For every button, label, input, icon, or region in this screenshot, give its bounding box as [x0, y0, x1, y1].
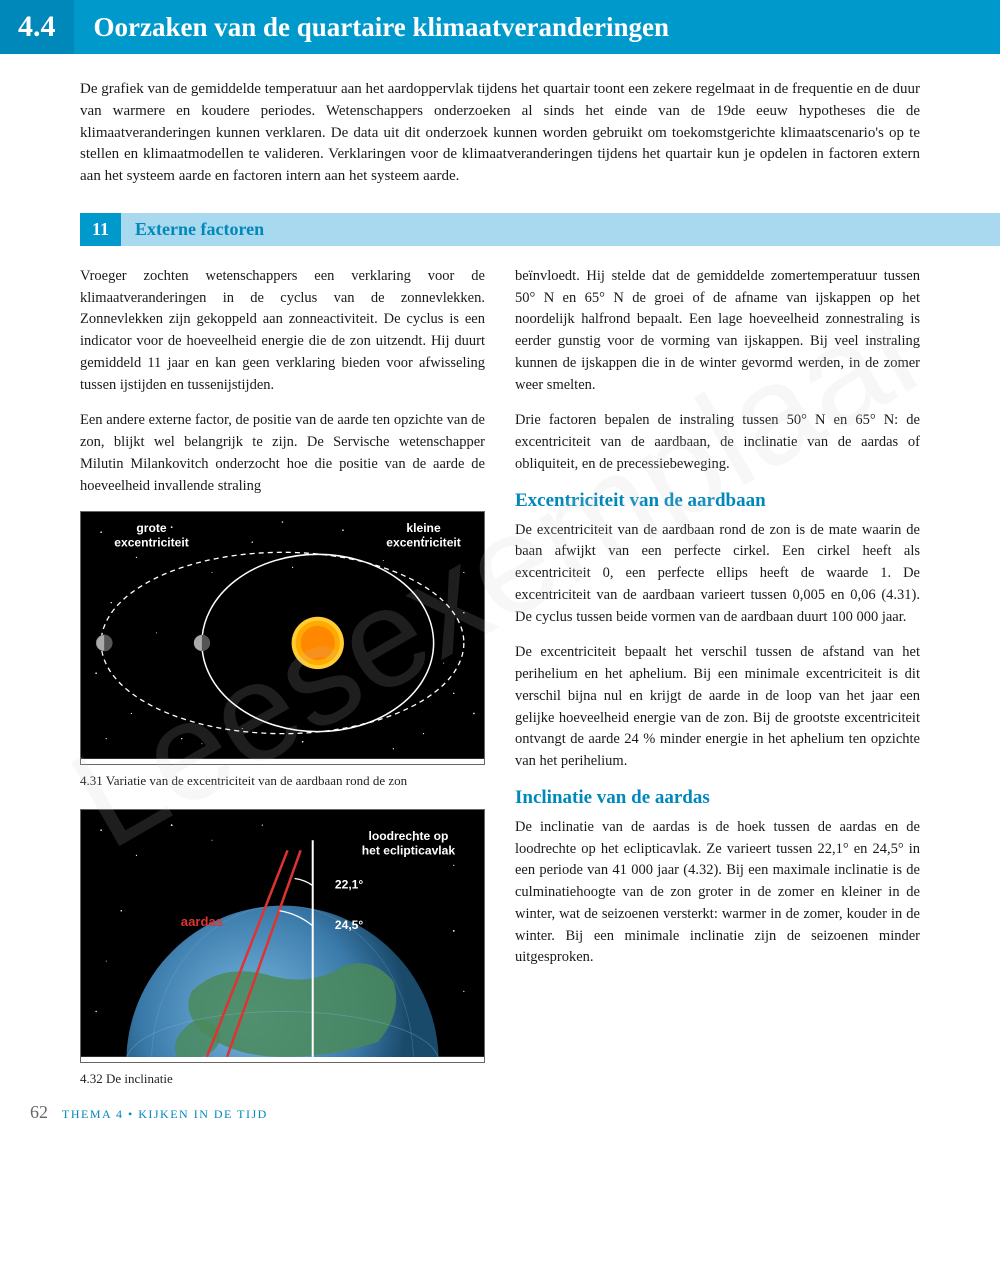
- inclination-diagram: aardas loodrechte op het eclipticavlak 2…: [81, 810, 484, 1057]
- svg-text:excentriciteit: excentriciteit: [386, 536, 461, 550]
- section-header: 4.4 Oorzaken van de quartaire klimaatver…: [0, 0, 1000, 54]
- svg-text:kleine: kleine: [406, 521, 441, 535]
- right-column: beïnvloedt. Hij stelde dat de gemiddelde…: [515, 266, 920, 1087]
- footer-theme: THEMA 4 • KIJKEN IN DE TIJD: [62, 1107, 268, 1122]
- svg-text:22,1°: 22,1°: [335, 878, 364, 892]
- footer-subtitle: KIJKEN IN DE TIJD: [138, 1107, 268, 1121]
- subsection-number: 11: [80, 213, 121, 246]
- page-footer: 62 THEMA 4 • KIJKEN IN DE TIJD: [0, 1087, 1000, 1123]
- figure-431-caption: 4.31 Variatie van de excentriciteit van …: [80, 773, 485, 789]
- left-p1: Vroeger zochten wetenschappers een verkl…: [80, 266, 485, 397]
- figure-432-caption: 4.32 De inclinatie: [80, 1071, 485, 1087]
- left-column: Vroeger zochten wetenschappers een verkl…: [80, 266, 485, 1087]
- intro-paragraph: De grafiek van de gemiddelde temperatuur…: [0, 79, 1000, 213]
- right-p5: De inclinatie van de aardas is de hoek t…: [515, 817, 920, 969]
- footer-dot: •: [128, 1107, 134, 1121]
- svg-text:aardas: aardas: [181, 914, 223, 929]
- two-column-layout: Vroeger zochten wetenschappers een verkl…: [0, 266, 1000, 1087]
- footer-theme-label: THEMA 4: [62, 1107, 124, 1121]
- heading-inclinatie: Inclinatie van de aardas: [515, 787, 920, 809]
- left-p2: Een andere externe factor, de positie va…: [80, 410, 485, 497]
- svg-text:24,5°: 24,5°: [335, 918, 364, 932]
- svg-text:excentriciteit: excentriciteit: [114, 536, 189, 550]
- section-number: 4.4: [0, 0, 74, 54]
- svg-text:grote: grote: [136, 521, 166, 535]
- subsection-title: Externe factoren: [121, 213, 278, 246]
- subsection-header: 11 Externe factoren: [80, 213, 1000, 246]
- section-title: Oorzaken van de quartaire klimaatverande…: [74, 2, 689, 53]
- page-number: 62: [30, 1102, 48, 1123]
- figure-432: aardas loodrechte op het eclipticavlak 2…: [80, 809, 485, 1063]
- heading-excentriciteit: Excentriciteit van de aardbaan: [515, 490, 920, 512]
- right-p1: beïnvloedt. Hij stelde dat de gemiddelde…: [515, 266, 920, 397]
- right-p3: De excentriciteit van de aardbaan rond d…: [515, 520, 920, 629]
- right-p4: De excentriciteit bepaalt het verschil t…: [515, 642, 920, 773]
- right-p2: Drie factoren bepalen de instraling tuss…: [515, 410, 920, 475]
- eccentricity-diagram: grote excentriciteit kleine excentricite…: [81, 512, 484, 759]
- page-container: 4.4 Oorzaken van de quartaire klimaatver…: [0, 0, 1000, 1143]
- svg-text:het eclipticavlak: het eclipticavlak: [362, 843, 456, 857]
- svg-text:loodrechte op: loodrechte op: [369, 829, 449, 843]
- figure-431: grote excentriciteit kleine excentricite…: [80, 511, 485, 765]
